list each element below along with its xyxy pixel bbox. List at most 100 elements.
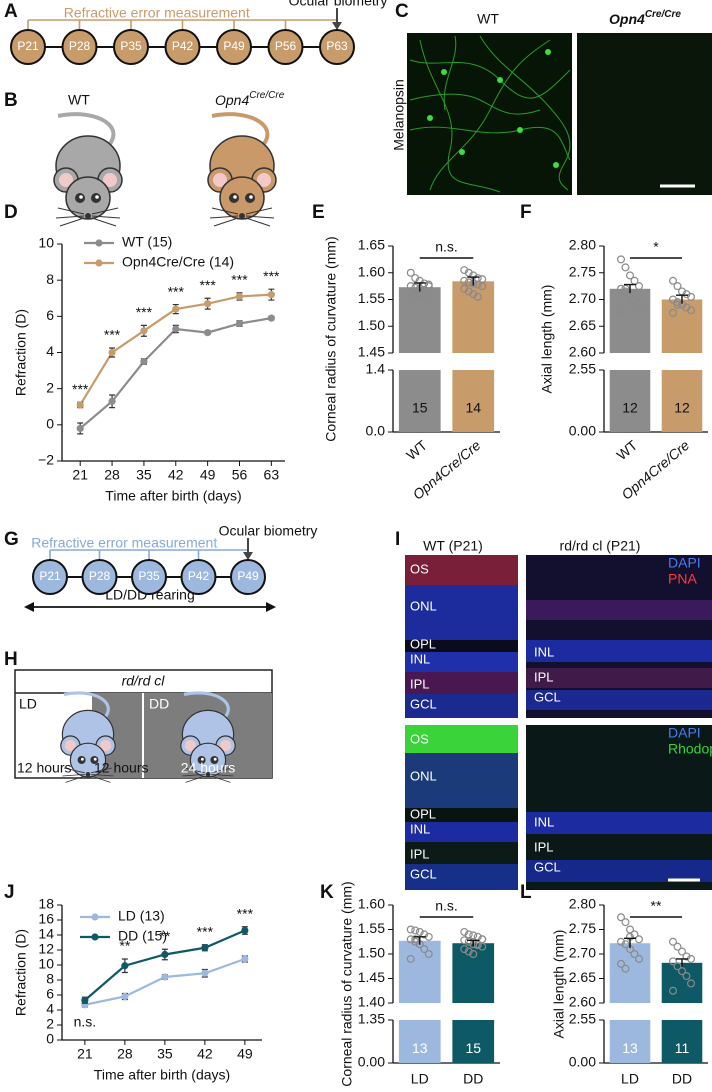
significance: *** [199, 277, 216, 293]
y-tick-label: 2.80 [569, 896, 596, 912]
layer-label: OPL [410, 806, 436, 821]
timepoint-label: P21 [17, 39, 39, 53]
error-bar [624, 283, 636, 294]
x-tick-label: 35 [136, 467, 152, 483]
significance: ** [651, 898, 662, 914]
layer-label: IPL [534, 839, 554, 854]
timepoint-label: P28 [89, 569, 111, 583]
y-axis-label: Refraction (D) [13, 309, 29, 396]
x-tick-label: LD [411, 1071, 429, 1087]
bar [661, 962, 703, 1003]
marker [235, 292, 244, 301]
data-point [411, 937, 420, 946]
error-bar [676, 294, 688, 304]
data-point [616, 255, 625, 264]
panel-label: C [395, 1, 409, 22]
arrow-head [332, 22, 342, 30]
significance: *** [104, 327, 121, 343]
bracket-label: Refractive error measurement [31, 535, 217, 551]
retina-pna-wt [405, 555, 518, 718]
y-tick-label: 0.00 [569, 423, 596, 439]
panel-label: B [4, 90, 18, 111]
data-point [411, 290, 420, 299]
timepoint-label: P56 [275, 39, 297, 53]
x-tick-label: 42 [168, 467, 184, 483]
y-tick-label: 0 [46, 1031, 54, 1047]
bar [398, 940, 441, 1003]
significance: n.s. [74, 1014, 97, 1030]
data-point [406, 935, 415, 944]
marker [140, 327, 148, 335]
marker [235, 319, 244, 328]
layer-label: INL [534, 814, 554, 829]
series-line [84, 957, 246, 1006]
panel-label: I [395, 529, 400, 550]
y-tick-label: 2.70 [569, 945, 596, 961]
panel-label: L [520, 882, 532, 903]
bracket-label: Refractive error measurement [64, 5, 250, 21]
y-tick-label: 1.50 [358, 945, 385, 961]
n-label: 15 [412, 400, 428, 416]
label-base: Opn4 [215, 92, 249, 108]
timepoint [81, 559, 118, 595]
significance: *** [136, 304, 153, 320]
n-label: 11 [675, 1040, 690, 1056]
y-tick-label: 1.55 [358, 290, 385, 306]
legend-marker [91, 913, 99, 921]
timepoint-label: P42 [172, 39, 194, 53]
data-point [469, 949, 478, 958]
layer-label: GCL [534, 689, 561, 704]
timepoint-label: P49 [223, 39, 245, 53]
error-bar [676, 958, 688, 967]
y-tick-label: 1.4 [366, 361, 386, 377]
x-tick-label: WT [403, 437, 430, 464]
data-point [634, 935, 643, 944]
data-point [424, 282, 433, 291]
x-tick-label: 49 [200, 467, 216, 483]
x-tick-label: 49 [237, 1046, 253, 1062]
y-tick-label: 1.55 [358, 920, 385, 936]
data-point [420, 945, 429, 954]
stain-label: Rhodopsin [668, 741, 712, 757]
data-point [634, 300, 643, 309]
layer-label: INL [534, 644, 554, 659]
x-tick-label: LD [621, 1071, 639, 1087]
y-tick-label: 2.70 [569, 290, 596, 306]
data-point [460, 276, 469, 285]
y-tick-label: 2.80 [569, 237, 596, 253]
legend-marker [95, 239, 103, 247]
retina-rho-wt [405, 725, 518, 890]
marker [161, 973, 169, 981]
significance: *** [72, 381, 89, 397]
timepoint-label: P63 [326, 39, 348, 53]
marker [121, 992, 129, 1001]
data-point [420, 292, 429, 301]
n-label: 12 [674, 400, 690, 416]
micrograph [407, 33, 572, 195]
dark-duration: 24 hours [181, 760, 235, 776]
data-point [673, 962, 682, 971]
y-tick-label: 1.45 [358, 969, 385, 985]
data-point [469, 931, 478, 940]
data-point [621, 918, 630, 927]
bar-base [661, 370, 703, 432]
bar [452, 281, 495, 353]
y-tick-label: 2.65 [569, 317, 596, 333]
panel-label: F [520, 202, 532, 223]
layer-label: OPL [410, 636, 436, 651]
data-point [625, 271, 634, 280]
timepoint [10, 29, 46, 65]
data-point [630, 949, 639, 958]
x-tick-label: 28 [104, 467, 120, 483]
n-label: 15 [465, 1040, 481, 1056]
y-tick-label: 8 [46, 971, 54, 987]
marker [201, 944, 209, 952]
y-tick-label: 2 [46, 1016, 54, 1032]
legend-marker [95, 259, 103, 267]
n-label: 14 [465, 400, 481, 416]
column-label: WT [477, 11, 499, 27]
bar-base [398, 1020, 441, 1063]
data-point [621, 940, 630, 949]
bar-base [609, 370, 651, 432]
bar [609, 943, 651, 1003]
